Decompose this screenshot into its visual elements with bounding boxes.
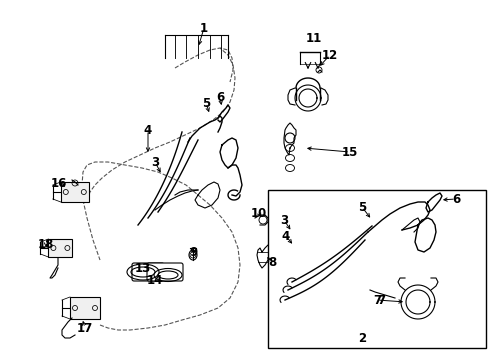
Text: 10: 10 <box>250 207 266 220</box>
Text: 8: 8 <box>267 256 276 269</box>
Text: 7: 7 <box>376 293 384 306</box>
Text: 14: 14 <box>146 274 163 287</box>
Text: 5: 5 <box>202 96 210 109</box>
Text: 15: 15 <box>341 145 357 158</box>
Text: 3: 3 <box>279 213 287 226</box>
Text: 7: 7 <box>372 293 380 306</box>
Bar <box>61 182 89 202</box>
Text: 9: 9 <box>188 247 197 260</box>
Text: 16: 16 <box>51 176 67 189</box>
Text: 12: 12 <box>321 49 337 62</box>
FancyBboxPatch shape <box>147 263 183 281</box>
FancyBboxPatch shape <box>132 263 163 281</box>
Text: 6: 6 <box>451 193 459 206</box>
Text: 1: 1 <box>200 22 207 35</box>
Bar <box>70 297 100 319</box>
Text: 11: 11 <box>305 32 322 45</box>
Text: 4: 4 <box>281 230 289 243</box>
Text: 17: 17 <box>77 321 93 334</box>
Text: 18: 18 <box>38 238 54 251</box>
Text: 2: 2 <box>357 332 366 345</box>
Text: 6: 6 <box>215 90 224 104</box>
Bar <box>48 239 72 257</box>
Bar <box>267 190 485 348</box>
Text: 13: 13 <box>135 261 151 275</box>
Text: 3: 3 <box>151 156 159 168</box>
Text: 5: 5 <box>357 201 366 213</box>
Text: 4: 4 <box>143 123 152 136</box>
